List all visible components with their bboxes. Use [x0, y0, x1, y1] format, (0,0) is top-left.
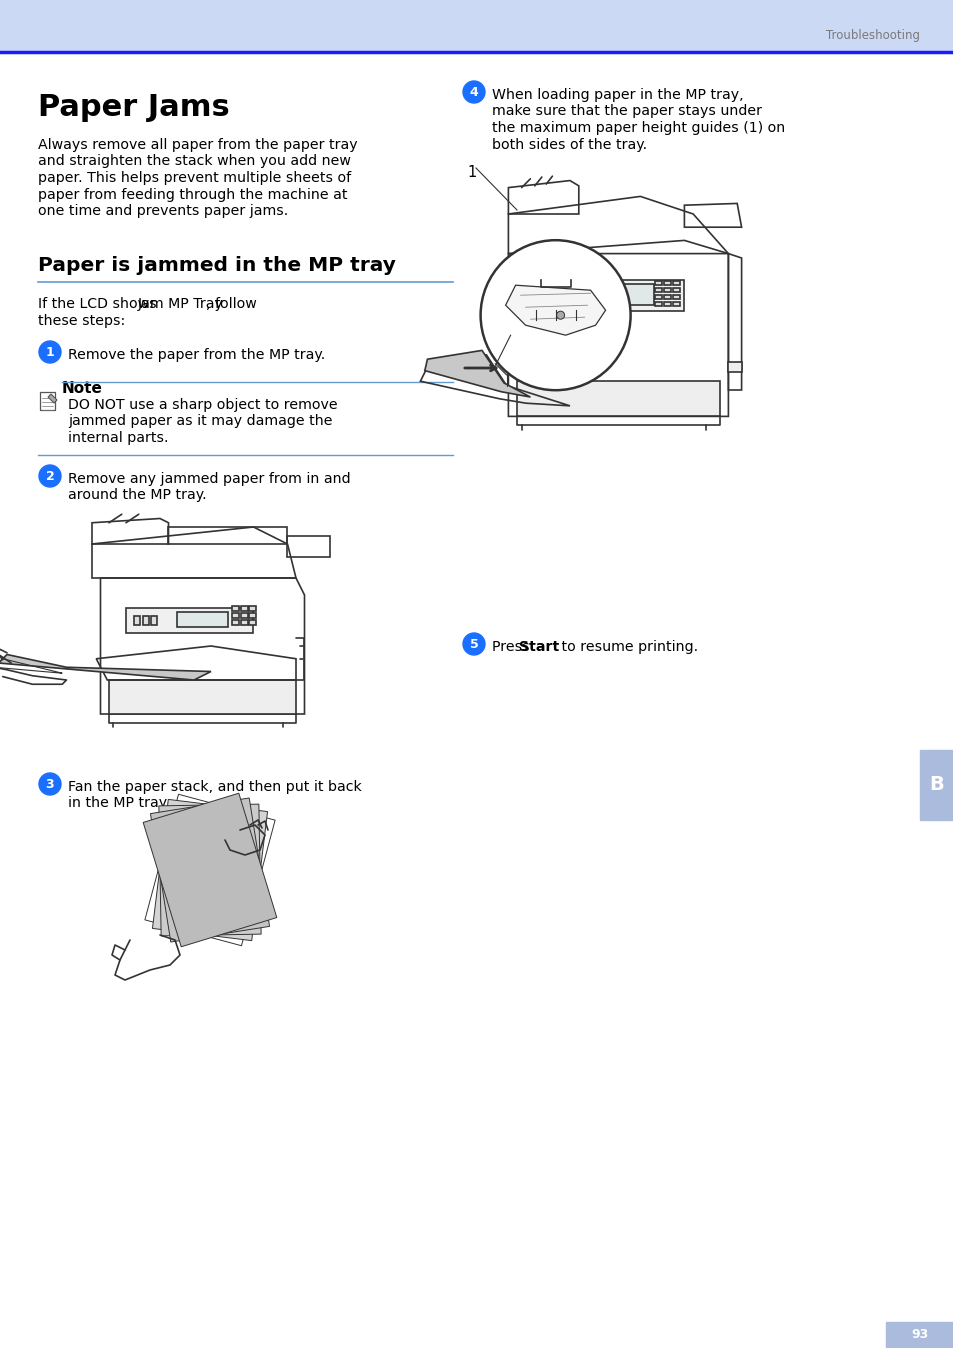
Text: Remove the paper from the MP tray.: Remove the paper from the MP tray.	[68, 348, 325, 363]
Text: in the MP tray.: in the MP tray.	[68, 797, 170, 810]
Polygon shape	[517, 381, 719, 417]
Text: Remove any jammed paper from in and: Remove any jammed paper from in and	[68, 472, 351, 487]
Polygon shape	[505, 286, 605, 336]
Polygon shape	[655, 302, 661, 306]
Text: these steps:: these steps:	[38, 314, 125, 328]
Polygon shape	[159, 805, 261, 936]
Text: Start: Start	[518, 640, 558, 654]
Polygon shape	[543, 288, 550, 302]
Polygon shape	[152, 799, 267, 941]
Polygon shape	[249, 613, 255, 617]
Polygon shape	[240, 613, 247, 617]
Text: 1: 1	[467, 164, 476, 181]
Bar	[0, 0, 953, 53]
Text: jammed paper as it may damage the: jammed paper as it may damage the	[68, 414, 333, 429]
Text: DO NOT use a sharp object to remove: DO NOT use a sharp object to remove	[68, 398, 337, 412]
Bar	[919, 749, 953, 820]
Polygon shape	[672, 288, 679, 293]
Polygon shape	[126, 608, 253, 634]
Text: internal parts.: internal parts.	[68, 431, 169, 445]
Polygon shape	[143, 616, 149, 624]
Text: 4: 4	[469, 85, 477, 98]
Polygon shape	[177, 612, 228, 627]
Text: , follow: , follow	[206, 297, 256, 311]
Polygon shape	[655, 280, 661, 286]
Text: 93: 93	[910, 1329, 927, 1341]
Polygon shape	[48, 394, 57, 403]
Text: Note: Note	[62, 381, 103, 396]
Polygon shape	[663, 280, 671, 286]
Polygon shape	[134, 616, 140, 624]
Text: one time and prevents paper jams.: one time and prevents paper jams.	[38, 204, 288, 218]
Text: 5: 5	[469, 638, 477, 651]
Polygon shape	[728, 361, 740, 372]
Polygon shape	[143, 793, 276, 946]
Text: around the MP tray.: around the MP tray.	[68, 488, 207, 503]
Polygon shape	[145, 794, 274, 946]
Text: Fan the paper stack, and then put it back: Fan the paper stack, and then put it bac…	[68, 780, 361, 794]
Text: Press: Press	[492, 640, 534, 654]
Polygon shape	[151, 798, 270, 942]
Text: Paper is jammed in the MP tray: Paper is jammed in the MP tray	[38, 256, 395, 275]
Polygon shape	[560, 288, 568, 302]
Text: paper from feeding through the machine at: paper from feeding through the machine a…	[38, 187, 347, 201]
Polygon shape	[672, 302, 679, 306]
Text: the maximum paper height guides (1) on: the maximum paper height guides (1) on	[492, 121, 784, 135]
Polygon shape	[249, 620, 255, 624]
Text: When loading paper in the MP tray,: When loading paper in the MP tray,	[492, 88, 742, 102]
Polygon shape	[240, 607, 247, 611]
Polygon shape	[663, 302, 671, 306]
Polygon shape	[249, 607, 255, 611]
Polygon shape	[240, 620, 247, 624]
Circle shape	[462, 634, 484, 655]
Circle shape	[480, 240, 630, 390]
Text: If the LCD shows: If the LCD shows	[38, 297, 161, 311]
Polygon shape	[672, 280, 679, 286]
Text: both sides of the tray.: both sides of the tray.	[492, 137, 646, 151]
Polygon shape	[596, 284, 653, 305]
Polygon shape	[109, 679, 295, 714]
Polygon shape	[663, 288, 671, 293]
Text: and straighten the stack when you add new: and straighten the stack when you add ne…	[38, 155, 351, 168]
Text: Always remove all paper from the paper tray: Always remove all paper from the paper t…	[38, 137, 357, 152]
Text: to resume printing.: to resume printing.	[557, 640, 698, 654]
Bar	[40, 392, 55, 410]
Polygon shape	[232, 613, 239, 617]
Text: Paper Jams: Paper Jams	[38, 93, 230, 123]
Polygon shape	[655, 288, 661, 293]
Text: Troubleshooting: Troubleshooting	[825, 30, 919, 43]
Polygon shape	[655, 295, 661, 299]
Circle shape	[39, 465, 61, 487]
Bar	[885, 1322, 953, 1348]
Polygon shape	[0, 655, 211, 679]
Polygon shape	[152, 616, 157, 624]
Circle shape	[39, 772, 61, 795]
Circle shape	[462, 81, 484, 102]
Circle shape	[556, 311, 564, 319]
Polygon shape	[663, 295, 671, 299]
Polygon shape	[552, 288, 558, 302]
Text: B: B	[928, 775, 943, 794]
Text: paper. This helps prevent multiple sheets of: paper. This helps prevent multiple sheet…	[38, 171, 351, 185]
Polygon shape	[424, 350, 530, 398]
Text: 2: 2	[46, 469, 54, 483]
Text: 1: 1	[46, 345, 54, 359]
Text: 3: 3	[46, 778, 54, 790]
Polygon shape	[672, 295, 679, 299]
Polygon shape	[535, 280, 683, 311]
Polygon shape	[232, 607, 239, 611]
Text: make sure that the paper stays under: make sure that the paper stays under	[492, 105, 761, 119]
Text: Jam MP Tray: Jam MP Tray	[138, 297, 224, 311]
Polygon shape	[232, 620, 239, 624]
Circle shape	[39, 341, 61, 363]
